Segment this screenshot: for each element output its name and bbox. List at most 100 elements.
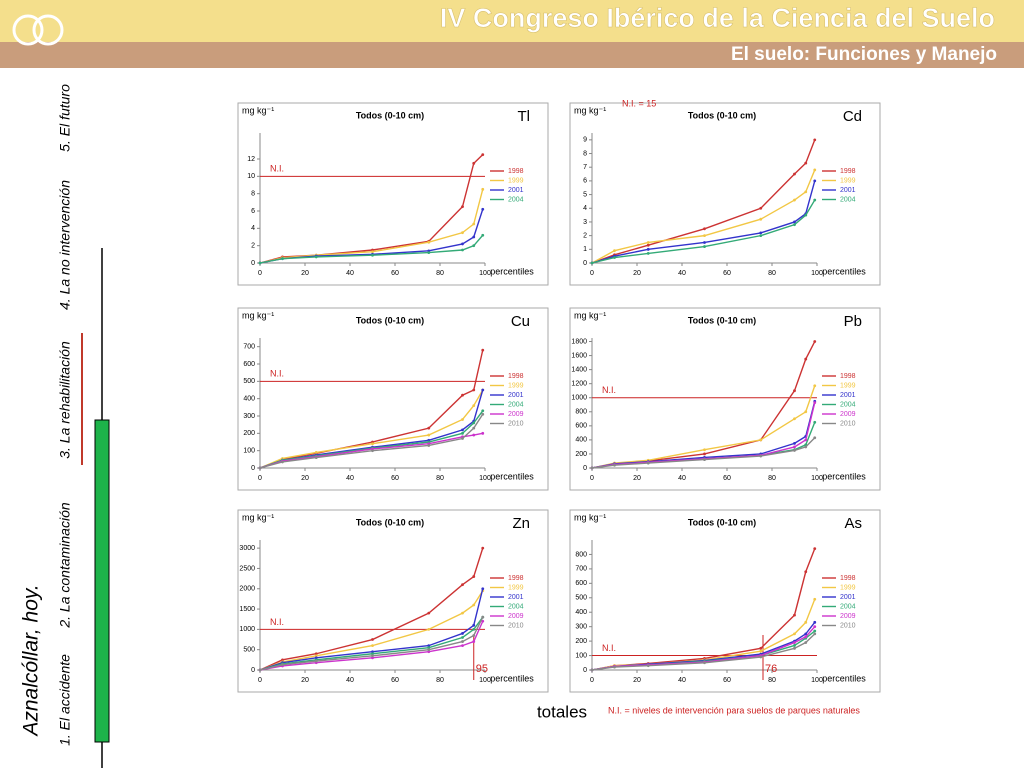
point [613,249,616,253]
point [258,261,262,265]
series-line [259,616,484,671]
y-tick-label: 3000 [239,545,255,552]
chart-title: Todos (0-10 cm) [688,315,756,325]
reference-label: N.I. [270,369,284,379]
x-tick-label: 40 [678,270,686,277]
point [371,650,374,654]
legend-label: 1999 [840,382,856,389]
y-tick-label: 200 [575,638,587,645]
point [427,648,431,652]
point [427,627,431,631]
y-tick-label: 9 [583,137,587,144]
nav-item[interactable]: 1. El accidente [57,654,73,746]
reference-label: N.I. [602,385,616,395]
y-tick-label: 400 [243,396,255,403]
point [371,250,374,254]
point [472,627,476,631]
point [461,393,464,397]
point [472,421,476,425]
nav-item[interactable]: 5. El futuro [57,84,73,152]
point [481,431,485,435]
point [793,220,796,224]
x-tick-label: 60 [391,475,399,482]
point [472,244,476,248]
point [481,153,485,157]
annotation: N.I. = 15 [622,98,656,108]
nav-item[interactable]: 2. La contaminación [57,502,73,629]
x-axis-label: percentiles [822,266,866,276]
series-line [259,234,484,264]
legend-label: 2001 [508,594,524,601]
y-tick-label: 700 [243,344,255,351]
point [472,634,476,637]
header-band [0,0,1024,42]
legend-label: 1998 [508,168,524,175]
point [461,611,464,615]
point [759,655,763,659]
point [759,206,763,210]
point [646,243,650,247]
x-axis-label: percentiles [822,673,866,683]
point [590,668,594,672]
y-tick-label: 1 [583,246,587,253]
point [813,629,817,633]
point [804,213,808,217]
point [258,668,262,672]
y-tick-label: 1400 [571,366,587,373]
legend-label: 2010 [508,420,524,427]
point [590,261,594,265]
y-tick-label: 6 [583,178,587,185]
series-line [591,199,816,264]
nav-item[interactable]: 3. La rehabilitación [57,341,73,459]
y-tick-label: 1200 [571,381,587,388]
x-tick-label: 40 [678,677,686,684]
point [804,410,808,414]
point [461,431,464,435]
reference-label: N.I. [270,617,284,627]
point [793,632,796,636]
point [813,198,817,202]
x-tick-label: 100 [479,475,491,482]
legend-label: 1999 [840,177,856,184]
y-tick-label: 4 [251,225,255,232]
point [793,172,796,176]
legend-label: 2001 [840,187,856,194]
point [793,644,796,647]
point [461,428,464,432]
chart-title: Todos (0-10 cm) [356,110,424,120]
point [703,458,706,461]
x-tick-label: 60 [723,475,731,482]
point [427,444,431,447]
series-line [259,189,484,264]
point [427,433,431,437]
point [461,205,464,209]
element-label: As [844,515,862,532]
legend-label: 1999 [508,382,524,389]
reference-label: N.I. [602,643,616,653]
point [759,234,763,238]
y-tick-label: 200 [575,451,587,458]
point [481,619,485,623]
logo [32,14,64,46]
y-tick-label: 500 [575,595,587,602]
point [646,252,650,255]
x-tick-label: 60 [391,270,399,277]
point [371,652,374,656]
nav-item[interactable]: 4. La no intervención [57,180,73,310]
point [813,340,817,343]
point [314,659,318,663]
x-tick-label: 80 [436,677,444,684]
legend-label: 1999 [840,584,856,591]
point [461,636,464,639]
point [472,235,476,239]
series-line [259,410,484,469]
point [813,138,817,142]
point [793,449,796,452]
point [703,448,706,452]
point [804,445,808,449]
y-tick-label: 300 [243,413,255,420]
series-line [591,139,816,264]
legend-label: 2004 [840,196,856,203]
series-line [591,633,816,671]
chart-panel [569,509,881,693]
